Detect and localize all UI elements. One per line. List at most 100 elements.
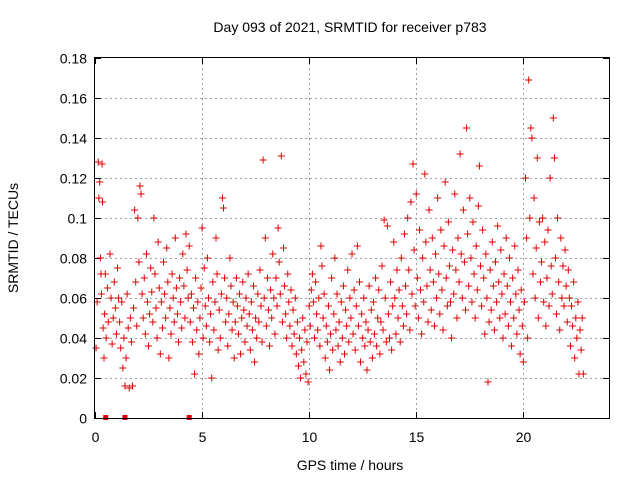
data-point	[367, 306, 375, 314]
data-point	[307, 286, 315, 294]
data-point	[527, 124, 535, 132]
data-point	[299, 314, 307, 322]
data-point	[257, 302, 265, 310]
x-tick-label: 0	[92, 429, 100, 445]
data-point	[513, 330, 521, 338]
data-point	[518, 322, 526, 330]
data-point	[282, 310, 290, 318]
data-point	[294, 362, 302, 370]
data-point	[554, 214, 562, 222]
data-point	[524, 334, 532, 342]
data-point	[465, 282, 473, 290]
x-tick-label: 10	[302, 429, 318, 445]
data-point	[458, 294, 466, 302]
data-point	[277, 152, 285, 160]
y-axis-label: SRMTID / TECUs	[5, 183, 21, 293]
data-point	[318, 262, 326, 270]
data-point	[275, 258, 283, 266]
x-tick-label: 5	[199, 429, 207, 445]
data-point	[462, 306, 470, 314]
data-point	[387, 278, 395, 286]
data-point	[305, 302, 313, 310]
data-point	[424, 318, 432, 326]
data-point	[377, 318, 385, 326]
data-point	[520, 298, 528, 306]
data-point	[296, 334, 304, 342]
data-point	[106, 250, 114, 258]
data-point	[286, 322, 294, 330]
data-point	[92, 344, 100, 352]
data-point	[471, 314, 479, 322]
data-point	[517, 286, 525, 294]
data-point	[198, 224, 206, 232]
data-point	[98, 160, 106, 168]
data-point	[390, 238, 398, 246]
data-point	[112, 330, 120, 338]
data-point	[97, 290, 105, 298]
data-point	[121, 382, 129, 390]
data-point	[149, 318, 157, 326]
data-point	[227, 282, 235, 290]
data-point	[428, 234, 436, 242]
data-point	[202, 322, 210, 330]
data-point	[381, 294, 389, 302]
data-point	[562, 282, 570, 290]
data-point	[333, 290, 341, 298]
data-point	[141, 330, 149, 338]
data-point	[138, 290, 146, 298]
data-point	[126, 314, 134, 322]
data-point	[369, 298, 377, 306]
data-point	[285, 298, 293, 306]
data-point	[395, 286, 403, 294]
data-point	[355, 278, 363, 286]
data-point	[408, 290, 416, 298]
data-points	[92, 76, 587, 392]
data-point	[244, 270, 252, 278]
data-point	[403, 310, 411, 318]
data-point	[481, 330, 489, 338]
data-point	[221, 274, 229, 282]
data-point	[439, 326, 447, 334]
data-point	[378, 262, 386, 270]
data-point	[145, 342, 153, 350]
data-point	[217, 290, 225, 298]
data-point	[155, 284, 163, 292]
data-point	[269, 250, 277, 258]
data-point	[345, 338, 353, 346]
data-point	[96, 254, 104, 262]
data-point	[532, 244, 540, 252]
data-point	[459, 206, 467, 214]
data-point	[485, 318, 493, 326]
data-point	[342, 306, 350, 314]
data-point	[535, 218, 543, 226]
data-point	[391, 294, 399, 302]
data-point	[555, 278, 563, 286]
data-point	[290, 330, 298, 338]
data-point	[107, 294, 115, 302]
data-point	[442, 274, 450, 282]
data-point	[132, 278, 140, 286]
data-point	[258, 338, 266, 346]
data-point	[469, 218, 477, 226]
data-point	[211, 298, 219, 306]
y-tick-label: 0.12	[60, 171, 87, 187]
data-point	[160, 258, 168, 266]
data-point	[348, 250, 356, 258]
data-point	[195, 350, 203, 358]
data-point	[500, 270, 508, 278]
data-point	[516, 350, 524, 358]
data-point	[262, 322, 270, 330]
data-point	[528, 134, 536, 142]
data-point	[197, 284, 205, 292]
data-point	[402, 282, 410, 290]
y-tick-label: 0.16	[60, 91, 87, 107]
data-point	[163, 244, 171, 252]
data-point	[302, 370, 310, 378]
data-point	[372, 274, 380, 282]
zero-marker	[122, 415, 128, 420]
data-point	[454, 234, 462, 242]
x-tick-label: 20	[516, 429, 532, 445]
data-point	[564, 266, 572, 274]
data-point	[475, 162, 483, 170]
data-point	[496, 314, 504, 322]
